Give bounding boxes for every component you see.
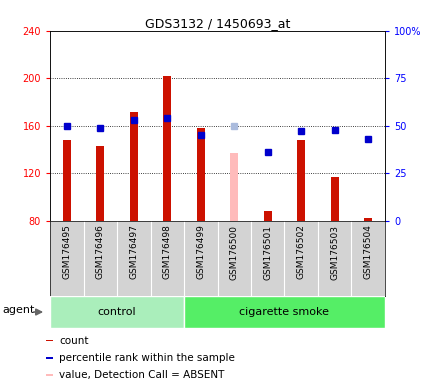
Text: control: control: [98, 307, 136, 317]
Bar: [46, 340, 53, 341]
Text: GSM176502: GSM176502: [296, 225, 305, 280]
Bar: [330, 177, 338, 221]
Bar: [363, 218, 372, 221]
Text: percentile rank within the sample: percentile rank within the sample: [59, 353, 235, 363]
Bar: [96, 146, 104, 221]
Bar: [263, 211, 271, 221]
Bar: [46, 374, 53, 376]
Text: count: count: [59, 336, 89, 346]
Bar: [196, 128, 204, 221]
Text: GSM176498: GSM176498: [162, 225, 171, 280]
Text: GSM176504: GSM176504: [363, 225, 372, 280]
Text: GSM176499: GSM176499: [196, 225, 205, 280]
Text: value, Detection Call = ABSENT: value, Detection Call = ABSENT: [59, 370, 224, 380]
Text: GSM176503: GSM176503: [329, 225, 339, 280]
Text: cigarette smoke: cigarette smoke: [239, 307, 329, 317]
Bar: [184, 296, 384, 328]
Bar: [163, 76, 171, 221]
Bar: [50, 296, 184, 328]
Title: GDS3132 / 1450693_at: GDS3132 / 1450693_at: [145, 17, 289, 30]
Text: GSM176500: GSM176500: [229, 225, 238, 280]
Text: GSM176497: GSM176497: [129, 225, 138, 280]
Bar: [62, 140, 71, 221]
Text: GSM176495: GSM176495: [62, 225, 71, 280]
Bar: [296, 140, 305, 221]
Bar: [129, 111, 138, 221]
Text: GSM176496: GSM176496: [95, 225, 105, 280]
Bar: [46, 357, 53, 359]
Text: GSM176501: GSM176501: [263, 225, 272, 280]
Bar: [230, 153, 238, 221]
Text: agent: agent: [3, 305, 35, 315]
